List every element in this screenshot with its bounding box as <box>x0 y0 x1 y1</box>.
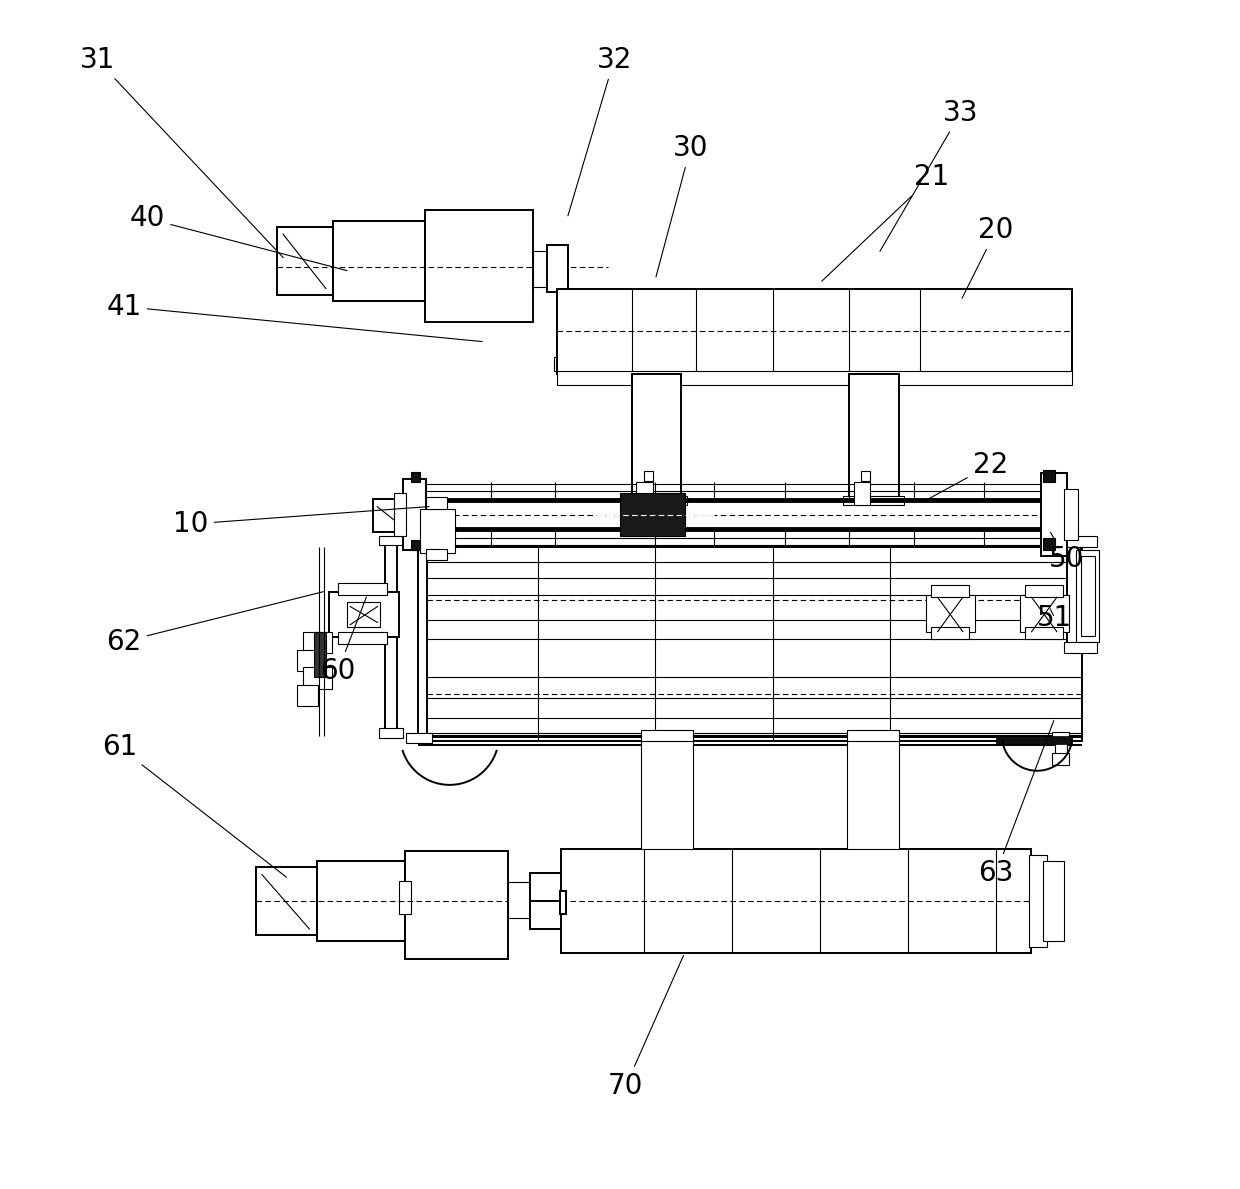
Bar <box>1043 539 1055 549</box>
Bar <box>996 736 1073 744</box>
Bar <box>620 493 684 536</box>
Text: 70: 70 <box>608 956 683 1100</box>
Bar <box>399 881 410 914</box>
Bar <box>303 633 332 653</box>
Bar <box>557 289 1073 373</box>
Text: 63: 63 <box>978 721 1054 887</box>
Bar <box>843 496 904 505</box>
Bar <box>347 602 381 628</box>
Bar <box>931 628 968 640</box>
Bar <box>854 482 870 505</box>
Bar <box>641 730 693 742</box>
Bar <box>405 850 508 958</box>
Text: 22: 22 <box>928 452 1008 499</box>
Bar <box>1076 549 1100 642</box>
Bar <box>427 497 448 509</box>
Bar <box>339 633 387 644</box>
Bar <box>410 541 420 549</box>
Bar <box>560 891 565 914</box>
Bar <box>407 541 432 549</box>
Bar <box>508 882 529 918</box>
Bar <box>425 210 533 322</box>
Bar <box>379 536 403 545</box>
Bar <box>847 738 899 849</box>
Bar <box>255 867 317 936</box>
Text: 31: 31 <box>79 46 283 258</box>
Text: 33: 33 <box>880 99 978 251</box>
Bar <box>847 730 899 742</box>
Bar <box>1040 473 1066 555</box>
Text: 62: 62 <box>107 592 324 655</box>
Bar <box>384 542 397 736</box>
Bar <box>1064 642 1097 653</box>
Bar <box>334 221 425 301</box>
Bar <box>861 471 870 480</box>
Bar <box>554 357 572 371</box>
Bar <box>1043 470 1055 482</box>
Bar <box>420 509 455 553</box>
Bar <box>407 734 432 743</box>
Text: 60: 60 <box>320 597 366 685</box>
Bar <box>296 649 317 671</box>
Bar <box>931 585 968 597</box>
Bar <box>849 373 899 501</box>
Bar <box>418 547 428 738</box>
Bar <box>403 479 427 549</box>
Bar <box>296 685 317 706</box>
Text: 21: 21 <box>822 163 949 281</box>
Bar <box>1055 736 1066 759</box>
Bar <box>1025 585 1063 597</box>
Bar <box>631 373 681 501</box>
Bar <box>1019 594 1069 633</box>
Bar <box>427 548 448 560</box>
Bar <box>1053 732 1069 738</box>
Bar <box>339 583 387 594</box>
Bar <box>547 245 568 292</box>
Text: 51: 51 <box>1037 604 1073 633</box>
Text: 30: 30 <box>656 134 708 277</box>
Bar <box>925 594 975 633</box>
Text: 61: 61 <box>102 734 286 877</box>
Bar <box>562 849 1032 952</box>
Text: 50: 50 <box>1049 533 1084 573</box>
Text: 32: 32 <box>568 46 632 215</box>
Bar <box>315 633 326 677</box>
Bar <box>418 547 1081 742</box>
Bar <box>379 729 403 738</box>
Bar <box>557 291 570 359</box>
Bar <box>557 371 1073 385</box>
Bar <box>626 496 687 505</box>
Text: 40: 40 <box>130 205 347 271</box>
Bar <box>410 472 420 482</box>
Bar <box>394 493 407 536</box>
Bar <box>636 482 653 505</box>
Bar <box>1066 545 1080 647</box>
Text: 10: 10 <box>174 507 429 537</box>
Bar <box>641 738 693 849</box>
Bar <box>644 471 653 480</box>
Bar <box>373 499 408 533</box>
Bar <box>1025 628 1063 640</box>
Bar <box>529 873 563 930</box>
Text: 41: 41 <box>107 292 482 341</box>
Bar <box>1053 753 1069 765</box>
Bar <box>1029 855 1047 946</box>
Bar <box>277 227 334 295</box>
Bar <box>1064 536 1097 547</box>
Text: 20: 20 <box>962 216 1014 298</box>
Bar <box>329 592 399 637</box>
Bar <box>1043 861 1064 942</box>
Bar <box>1080 555 1095 636</box>
Bar <box>317 861 405 942</box>
Bar <box>303 667 332 688</box>
Bar <box>1064 489 1079 541</box>
Bar <box>533 251 547 287</box>
